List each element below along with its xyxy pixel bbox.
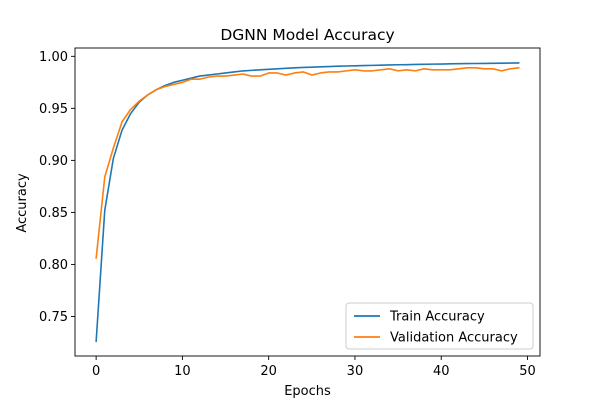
y-tick-label: 0.95 xyxy=(39,102,68,117)
plot-area xyxy=(74,47,541,357)
x-tick-label: 10 xyxy=(174,364,191,379)
x-axis: 0 10 20 30 40 50 xyxy=(92,356,536,379)
plot-frame xyxy=(74,47,541,357)
legend-label: Validation Accuracy xyxy=(390,331,518,346)
x-tick-label: 30 xyxy=(347,364,364,379)
x-tick-label: 40 xyxy=(433,364,450,379)
x-tick-label: 20 xyxy=(260,364,277,379)
chart-title: DGNN Model Accuracy xyxy=(220,26,394,44)
y-tick-label: 0.75 xyxy=(39,310,68,325)
legend-label: Train Accuracy xyxy=(389,310,485,325)
y-tick-label: 1.00 xyxy=(39,50,68,65)
x-tick-label: 50 xyxy=(519,364,536,379)
y-tick-label: 0.85 xyxy=(39,206,68,221)
x-tick-label: 0 xyxy=(92,364,100,379)
x-axis-label: Epochs xyxy=(284,384,331,399)
series-line-train-accuracy xyxy=(95,62,520,343)
y-tick-label: 0.80 xyxy=(39,258,68,273)
y-tick-label: 0.90 xyxy=(39,154,68,169)
legend: Train Accuracy Validation Accuracy xyxy=(345,302,534,350)
y-axis-label: Accuracy xyxy=(15,173,30,233)
legend-box xyxy=(345,302,534,350)
y-axis: 0.75 0.80 0.85 0.90 0.95 1.00 xyxy=(39,50,75,325)
series-line-validation-accuracy xyxy=(95,66,520,259)
